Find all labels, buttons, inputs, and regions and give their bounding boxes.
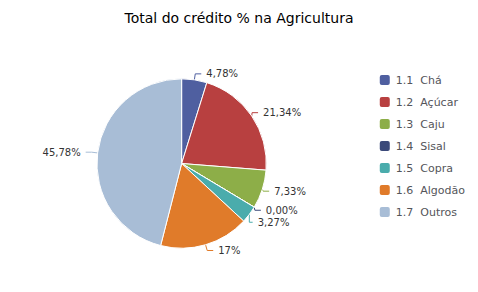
svg-text:1.1 Chá: 1.1 Chá: [396, 74, 442, 87]
svg-text:21,34%: 21,34%: [263, 107, 301, 118]
svg-text:1.5 Copra: 1.5 Copra: [396, 162, 453, 175]
svg-text:Total do crédito % na Agricult: Total do crédito % na Agricultura: [123, 10, 353, 26]
svg-text:1.7 Outros: 1.7 Outros: [396, 206, 457, 219]
svg-text:4,78%: 4,78%: [206, 68, 238, 79]
svg-text:17%: 17%: [218, 245, 240, 256]
svg-text:3,27%: 3,27%: [258, 217, 290, 228]
svg-text:1.4 Sisal: 1.4 Sisal: [396, 140, 446, 153]
svg-text:1.2 Açúcar: 1.2 Açúcar: [396, 96, 459, 109]
svg-text:1.3 Caju: 1.3 Caju: [396, 118, 445, 131]
svg-text:7,33%: 7,33%: [274, 186, 306, 197]
svg-text:0,00%: 0,00%: [266, 205, 298, 216]
svg-text:1.6 Algodão: 1.6 Algodão: [396, 184, 466, 197]
svg-text:45,78%: 45,78%: [43, 147, 81, 158]
